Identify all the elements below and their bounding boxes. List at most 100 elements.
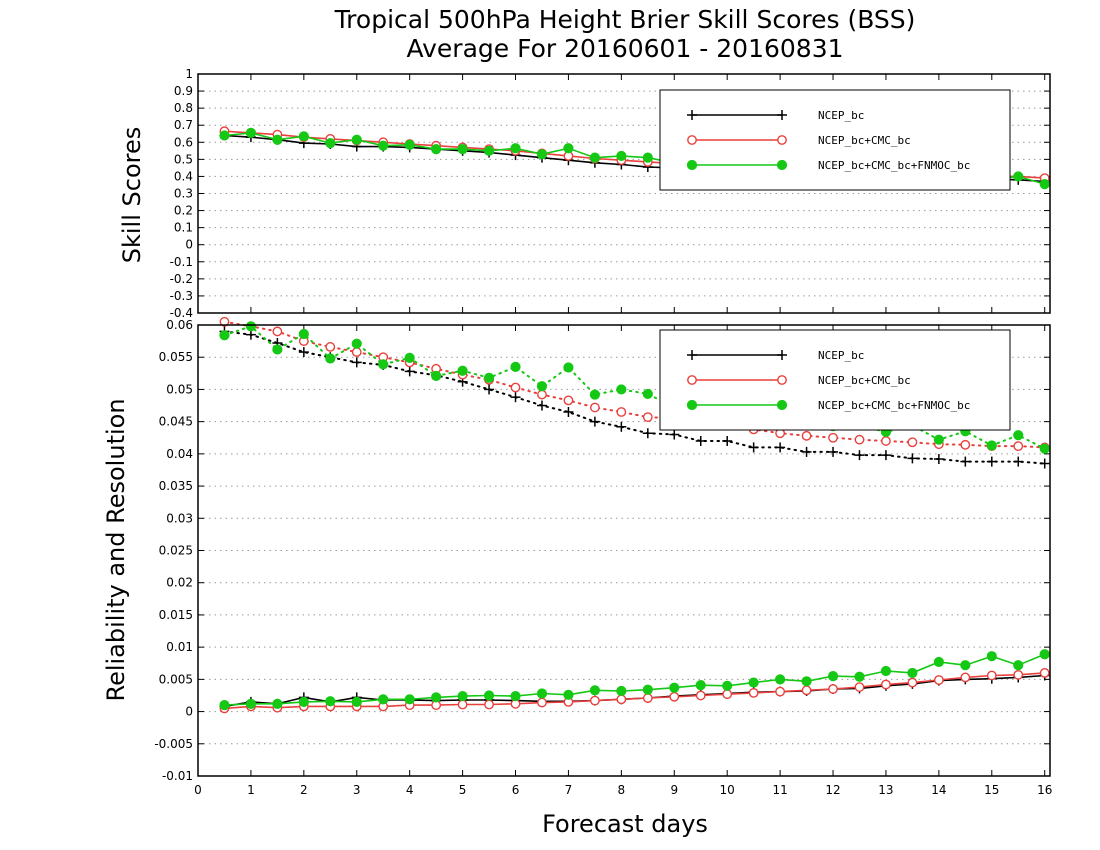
legend-label: NCEP_bc+CMC_bc	[818, 134, 911, 147]
data-point	[1013, 456, 1024, 467]
data-point	[695, 690, 706, 701]
data-point	[642, 693, 653, 703]
data-point	[907, 677, 918, 688]
data-point	[1013, 171, 1024, 182]
xtick-label: 13	[878, 783, 893, 797]
relres-ytick-label: 0.005	[159, 672, 193, 686]
legend-entry: NCEP_bc+CMC_bc+FNMOC_bc	[686, 159, 970, 172]
data-point	[563, 143, 574, 154]
data-point	[986, 670, 997, 681]
legend-marker	[687, 110, 697, 120]
data-point	[1039, 179, 1050, 190]
relres-ytick-label: 0.04	[166, 447, 193, 461]
legend-marker	[687, 350, 697, 360]
data-point	[298, 328, 309, 340]
data-point	[483, 145, 495, 156]
data-point	[669, 429, 680, 440]
skill-score-panel: 1 0.9 0.8 0.7 0.6 0.5 0.4 0.3 0.2 0.1 0 -0.1 -0.2 -0.…	[170, 67, 1051, 320]
data-point	[536, 400, 547, 411]
data-point	[431, 692, 442, 703]
data-point	[245, 321, 257, 332]
data-point	[510, 392, 521, 403]
data-point	[325, 342, 336, 352]
data-point	[325, 353, 336, 364]
data-point	[933, 656, 944, 668]
relres-ytick-label: 0.02	[166, 576, 193, 590]
skill-ytick-label: 1	[185, 67, 193, 81]
data-point	[960, 456, 971, 467]
xtick-label: 0	[194, 783, 202, 797]
data-point	[642, 388, 653, 400]
data-point	[378, 694, 389, 705]
data-point	[775, 686, 786, 697]
series-line	[223, 330, 1046, 465]
skill-ytick-label: 0.7	[174, 118, 193, 132]
data-point	[404, 139, 415, 150]
data-point	[933, 454, 944, 465]
data-point	[748, 687, 759, 698]
data-point	[880, 665, 892, 677]
legend-entry: NCEP_bc	[687, 349, 864, 362]
data-point	[537, 697, 547, 708]
xtick-label: 12	[825, 783, 840, 797]
data-point	[536, 381, 548, 392]
relres-ytick-label: -0.005	[154, 737, 193, 751]
data-point	[801, 430, 812, 441]
data-point	[748, 677, 759, 688]
relres-ytick-label: 0	[185, 705, 193, 719]
legend-entry: NCEP_bc	[687, 109, 864, 122]
data-point	[483, 372, 495, 383]
data-point	[801, 685, 812, 696]
skill-plot-frame	[197, 73, 1051, 314]
xtick-label: 6	[512, 783, 520, 797]
skill-ytick-label: 0	[185, 238, 193, 252]
skill-ytick-label: 0.2	[174, 204, 193, 218]
data-point	[245, 698, 257, 709]
xtick-label: 9	[670, 783, 678, 797]
legend-label: NCEP_bc	[818, 349, 864, 362]
data-point	[589, 416, 600, 427]
data-point	[854, 671, 865, 682]
data-point	[325, 696, 336, 707]
relres-ytick-label: 0.045	[159, 415, 193, 429]
legend-marker	[777, 350, 787, 360]
data-point	[351, 347, 362, 357]
data-point	[325, 138, 336, 149]
reliability-resolution-panel: 0.060.0550.050.0450.040.0350.030.0250.02…	[154, 316, 1052, 797]
data-point	[616, 407, 627, 417]
legend-marker	[687, 375, 697, 385]
data-point	[589, 389, 600, 400]
data-point	[272, 698, 283, 709]
data-point	[880, 450, 891, 461]
data-point	[1013, 441, 1024, 452]
skill-ytick-label: -0.1	[170, 255, 193, 269]
xtick-label: 15	[984, 783, 999, 797]
data-point	[378, 140, 389, 151]
data-point	[907, 667, 918, 679]
data-point	[457, 365, 468, 376]
data-point	[1013, 669, 1024, 680]
data-point	[404, 352, 415, 363]
data-point	[1013, 660, 1024, 671]
legend-label: NCEP_bc+CMC_bc	[818, 374, 911, 387]
skill-ytick-label: -0.2	[170, 272, 193, 286]
data-point	[616, 150, 627, 162]
xtick-label: 1	[247, 783, 255, 797]
data-point	[431, 144, 442, 155]
data-point	[828, 684, 838, 694]
relres-plot-frame	[197, 324, 1051, 777]
skill-ytick-label: 0.5	[174, 152, 193, 166]
skill-ytick-label: 0.6	[174, 135, 193, 149]
data-point	[563, 362, 574, 373]
data-point	[986, 456, 997, 467]
data-point	[1039, 458, 1050, 469]
relres-ytick-label: 0.025	[159, 544, 193, 558]
xtick-label: 2	[300, 783, 308, 797]
chart-title-line2: Average For 20160601 - 20160831	[406, 34, 843, 63]
xtick-label: 7	[565, 783, 573, 797]
legend-marker	[777, 110, 787, 120]
data-point	[828, 446, 839, 457]
data-point	[589, 152, 600, 163]
data-point	[219, 130, 230, 141]
